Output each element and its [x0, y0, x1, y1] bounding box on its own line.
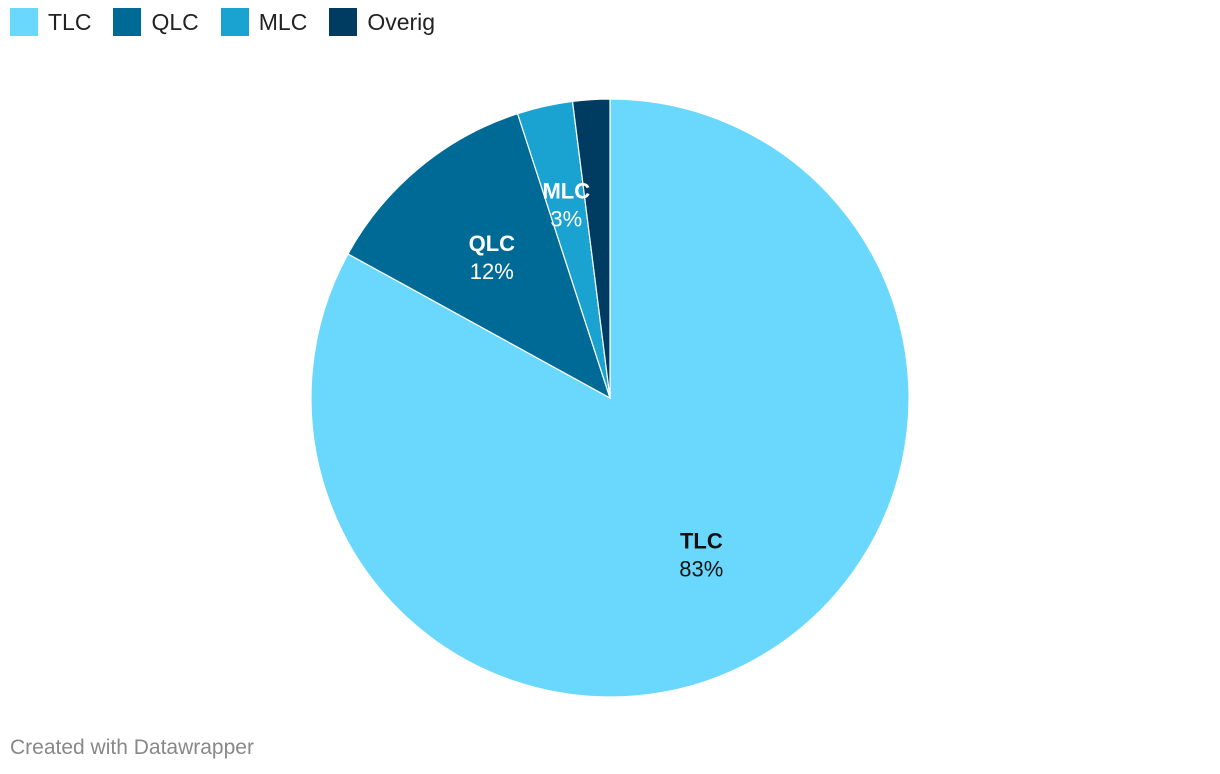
slice-value-qlc: 12%: [470, 259, 514, 284]
chart-legend: TLC QLC MLC Overig: [10, 8, 435, 36]
legend-item-overig: Overig: [329, 8, 435, 36]
credit-text: Created with Datawrapper: [10, 736, 254, 759]
pie-slice-qlc: [347, 112, 612, 400]
legend-item-qlc: QLC: [113, 8, 199, 36]
legend-swatch: [329, 8, 358, 36]
legend-swatch: [113, 8, 142, 36]
slice-label-mlc: MLC: [542, 178, 590, 203]
slice-value-mlc: 3%: [550, 206, 582, 231]
legend-swatch: [220, 8, 249, 36]
slice-value-tlc: 83%: [679, 556, 723, 581]
slice-label-qlc: QLC: [469, 231, 516, 256]
legend-item-tlc: TLC: [10, 8, 91, 36]
legend-label: TLC: [48, 8, 92, 35]
slice-label-tlc: TLC: [680, 528, 723, 553]
legend-item-mlc: MLC: [220, 8, 308, 36]
pie-slice-overig: [571, 98, 611, 399]
legend-label: Overig: [367, 8, 436, 35]
legend-swatch: [10, 8, 38, 36]
legend-label: QLC: [151, 8, 199, 35]
legend-label: MLC: [258, 8, 308, 35]
